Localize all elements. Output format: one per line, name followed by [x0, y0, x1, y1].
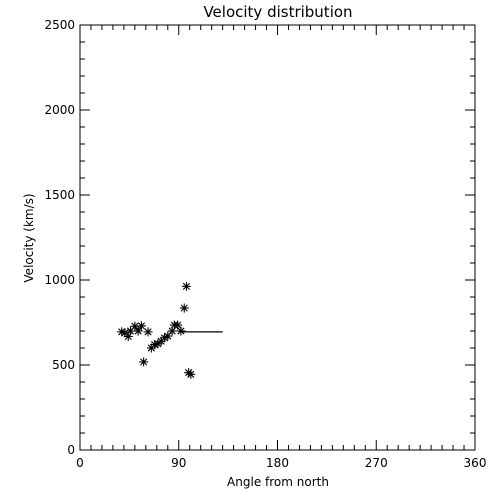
y-tick-label: 2000: [44, 103, 75, 117]
data-point: [136, 321, 146, 331]
x-tick-label: 90: [171, 456, 186, 470]
x-tick-label: 270: [365, 456, 388, 470]
axis-ticks: [79, 24, 476, 451]
x-tick-label: 0: [76, 456, 84, 470]
plot-frame: [79, 24, 476, 451]
x-tick-label: 360: [464, 456, 487, 470]
y-tick-label: 2500: [44, 18, 75, 32]
x-axis-title: Angle from north: [227, 475, 329, 489]
data-point: [176, 326, 186, 336]
data-point: [163, 331, 173, 341]
data-point: [133, 326, 143, 336]
data-point: [139, 357, 149, 367]
y-tick-label: 1000: [44, 273, 75, 287]
data-point: [125, 326, 135, 336]
y-axis-title: Velocity (km/s): [22, 193, 36, 282]
axis-tick-labels: 0 90 180 270 360 0 500 1000 1500 2000 2500: [44, 18, 486, 470]
data-point: [179, 303, 189, 313]
data-points: [117, 281, 196, 379]
x-tick-label: 180: [266, 456, 289, 470]
data-point: [181, 281, 191, 291]
y-tick-label: 1500: [44, 188, 75, 202]
y-tick-label: 0: [67, 443, 75, 457]
y-tick-label: 500: [52, 358, 75, 372]
data-point: [186, 369, 196, 379]
data-point: [143, 327, 153, 337]
chart-title: Velocity distribution: [203, 3, 352, 21]
